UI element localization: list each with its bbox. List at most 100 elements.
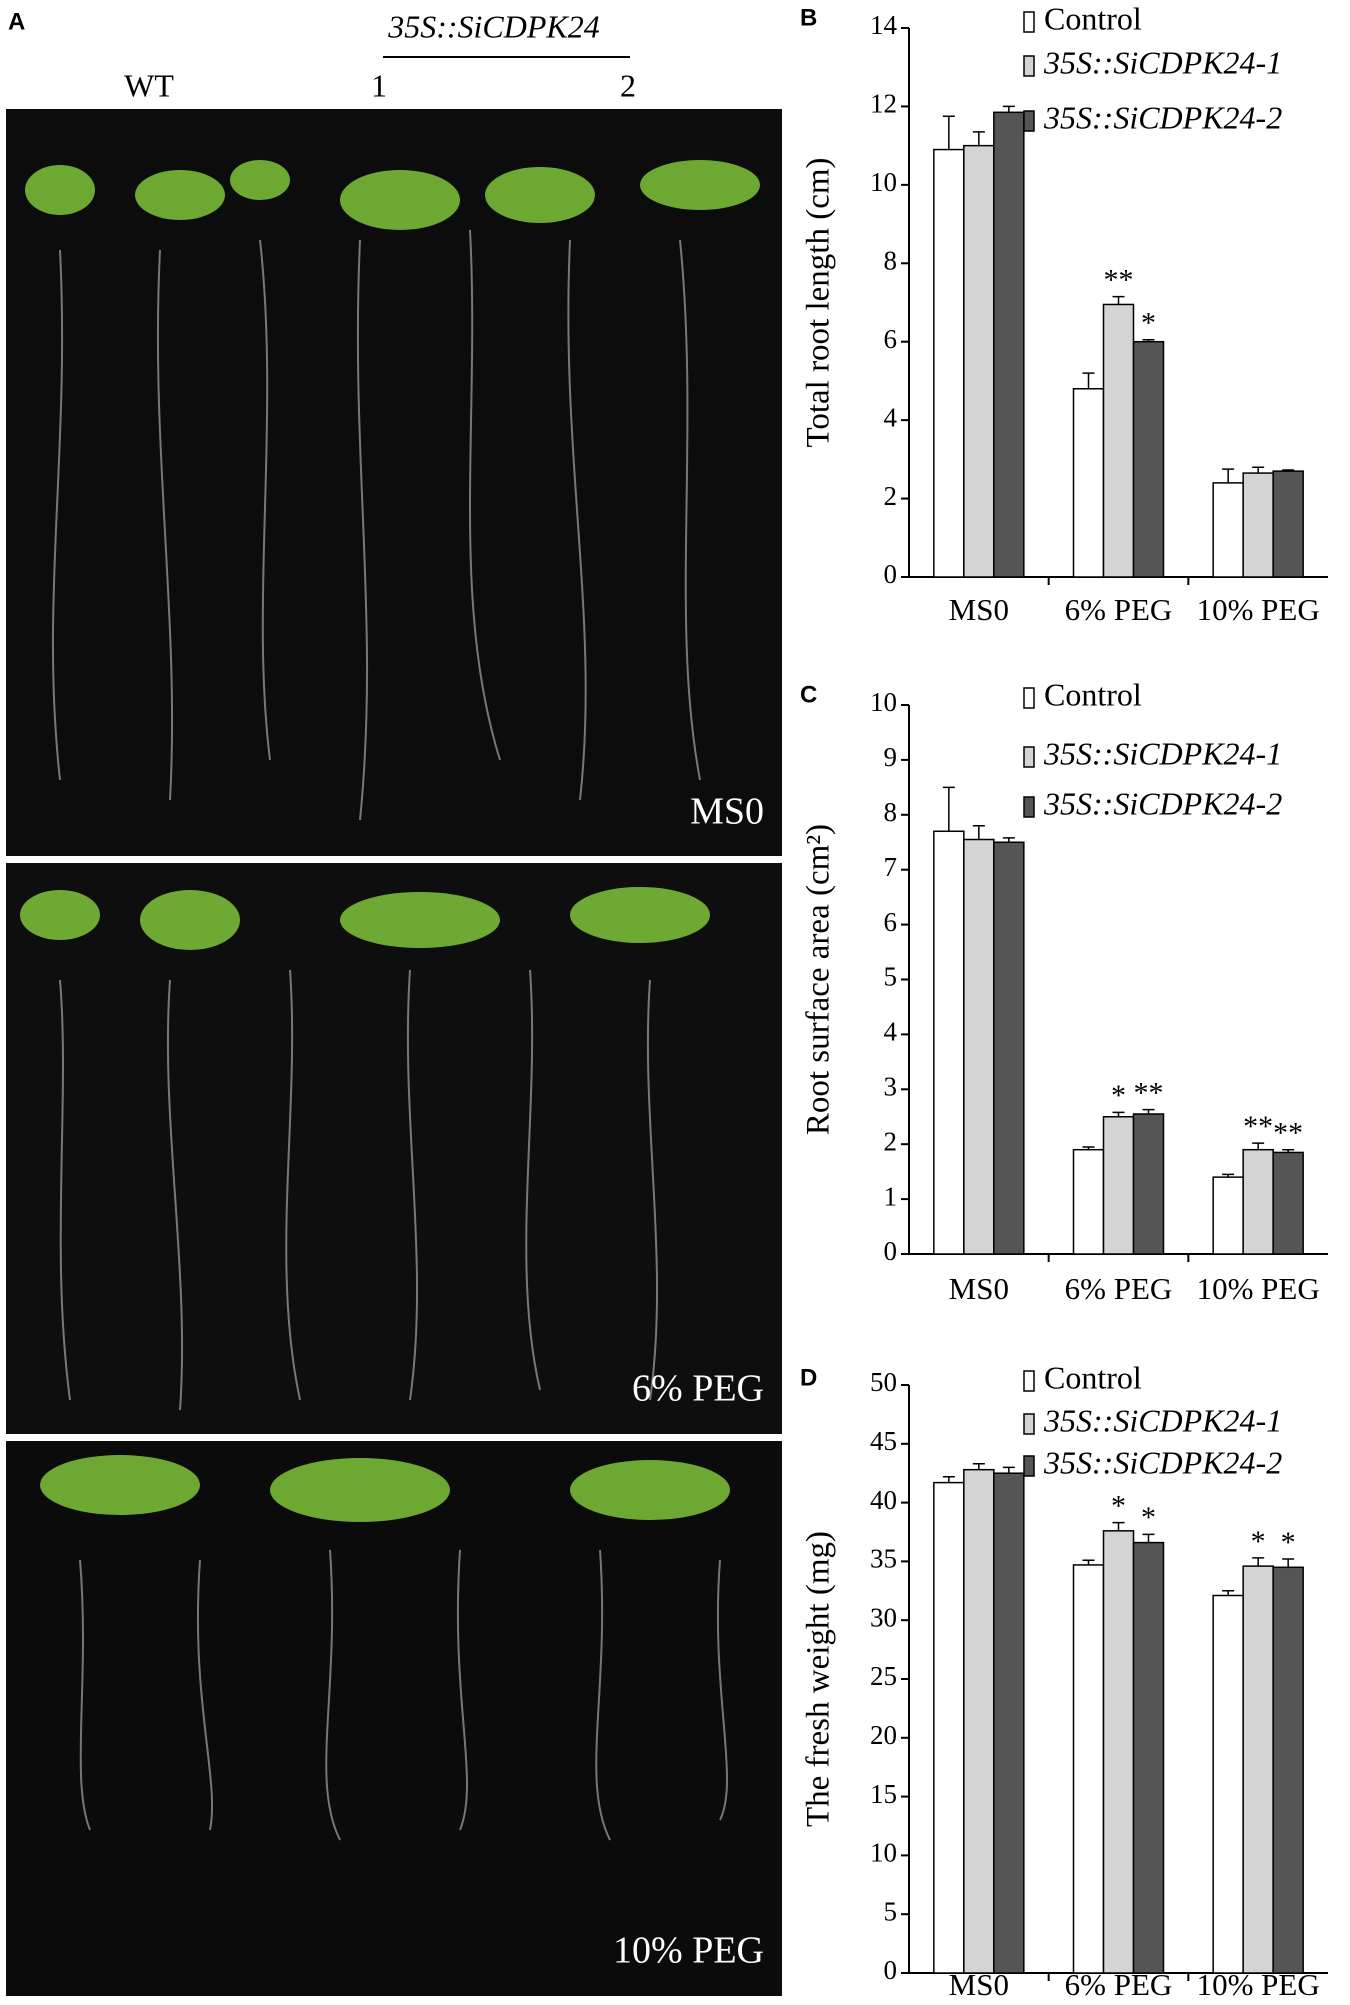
photo-10peg	[6, 1441, 782, 1996]
genotype-label: WT	[124, 67, 174, 103]
error-bar	[1252, 1557, 1265, 1567]
y-tick-label: 45	[870, 1426, 897, 1456]
y-tick-label: 10	[870, 1838, 897, 1868]
y-tick-label: 6	[884, 907, 898, 937]
legend-label: 35S::SiCDPK24-1	[1043, 44, 1282, 80]
x-tick-label: 10% PEG	[1197, 592, 1320, 627]
error-bar	[942, 1475, 955, 1483]
y-tick-label: 6	[884, 324, 898, 354]
y-tick-label: 7	[884, 852, 898, 882]
bar	[993, 1472, 1025, 1974]
legend-label: Control	[1044, 1359, 1142, 1395]
y-axis-label: The fresh weight (mg)	[801, 1531, 837, 1827]
bar	[1272, 1566, 1304, 1974]
significance-label: *	[1141, 1501, 1156, 1534]
bar	[993, 111, 1025, 578]
y-tick-label: 50	[870, 1367, 897, 1397]
bar	[1272, 1151, 1304, 1255]
error-bar	[1282, 469, 1295, 472]
bar	[963, 144, 995, 578]
legend-label: Control	[1044, 676, 1142, 712]
y-tick-label: 0	[884, 1236, 898, 1266]
error-bar	[1082, 1146, 1095, 1150]
y-tick-label: 9	[884, 742, 898, 772]
significance-label: *	[1251, 1525, 1266, 1558]
significance-label: *	[1111, 1079, 1126, 1112]
bar	[963, 1468, 995, 1974]
panel-letter: B	[800, 4, 817, 31]
bar	[1242, 1565, 1274, 1974]
bar	[1212, 1176, 1244, 1255]
legend-label: 35S::SiCDPK24-2	[1043, 785, 1282, 821]
legend-label: 35S::SiCDPK24-1	[1043, 735, 1282, 771]
bar	[963, 838, 995, 1255]
error-bar	[1142, 1108, 1155, 1115]
treatment-label: MS0	[690, 791, 764, 833]
photo-6peg	[6, 863, 782, 1434]
bar	[1102, 303, 1135, 578]
x-tick-label: 6% PEG	[1065, 592, 1173, 627]
error-bar	[972, 131, 985, 146]
y-tick-label: 5	[884, 962, 898, 992]
error-bar	[1142, 1533, 1155, 1543]
bar	[1132, 1113, 1165, 1255]
significance-label: *	[1141, 307, 1156, 340]
significance-label: **	[1273, 1117, 1303, 1150]
treatment-label: 6% PEG	[632, 1368, 764, 1410]
bar	[1102, 1116, 1135, 1255]
y-tick-label: 8	[884, 245, 898, 275]
error-bar	[1082, 372, 1095, 389]
bar	[1272, 470, 1304, 578]
error-bar	[1222, 468, 1235, 483]
x-tick-label: MS0	[949, 1271, 1009, 1306]
bar	[933, 1481, 965, 1974]
significance-label: **	[1243, 1110, 1273, 1143]
y-tick-label: 30	[870, 1602, 897, 1632]
bar	[1072, 1148, 1105, 1255]
construct-label: 35S::SiCDPK24	[387, 8, 600, 44]
bar	[1212, 482, 1244, 578]
bar	[1242, 472, 1274, 578]
error-bar	[942, 115, 955, 150]
legend-label: 35S::SiCDPK24-2	[1043, 99, 1282, 135]
legend-swatch	[1023, 1455, 1035, 1477]
y-tick-label: 20	[870, 1720, 897, 1750]
y-tick-label: 25	[870, 1661, 897, 1691]
y-tick-label: 12	[870, 89, 897, 119]
y-tick-label: 14	[870, 10, 898, 40]
error-bar	[1252, 466, 1265, 474]
bar	[993, 841, 1025, 1255]
bar	[1132, 340, 1165, 578]
y-tick-label: 0	[884, 1955, 898, 1985]
y-tick-label: 8	[884, 797, 898, 827]
error-bar	[1002, 1466, 1015, 1474]
legend-label: 35S::SiCDPK24-2	[1043, 1444, 1282, 1480]
bar	[1132, 1541, 1165, 1974]
error-bar	[972, 825, 985, 840]
leaves	[20, 160, 760, 1522]
y-tick-label: 4	[884, 1017, 898, 1047]
bar	[1072, 388, 1105, 578]
significance-label: **	[1134, 1077, 1164, 1110]
y-tick-label: 2	[884, 1126, 898, 1156]
legend-swatch	[1023, 1413, 1035, 1435]
legend-swatch	[1023, 55, 1035, 77]
error-bar	[1112, 1521, 1125, 1531]
legend-swatch	[1023, 746, 1035, 768]
y-tick-label: 15	[870, 1779, 897, 1809]
error-bar	[1112, 295, 1125, 305]
genotype-label: 1	[371, 67, 387, 103]
bar	[1072, 1564, 1105, 1974]
y-tick-label: 1	[884, 1181, 898, 1211]
x-tick-label: MS0	[949, 592, 1009, 627]
legend-swatch	[1023, 687, 1035, 709]
y-tick-label: 4	[884, 402, 898, 432]
bar	[1102, 1530, 1135, 1974]
error-bar	[1002, 105, 1015, 113]
bar	[933, 148, 965, 578]
y-tick-label: 2	[884, 481, 898, 511]
y-tick-label: 3	[884, 1072, 898, 1102]
y-tick-label: 35	[870, 1544, 897, 1574]
panel-letter: C	[800, 681, 817, 708]
y-tick-label: 40	[870, 1485, 897, 1515]
